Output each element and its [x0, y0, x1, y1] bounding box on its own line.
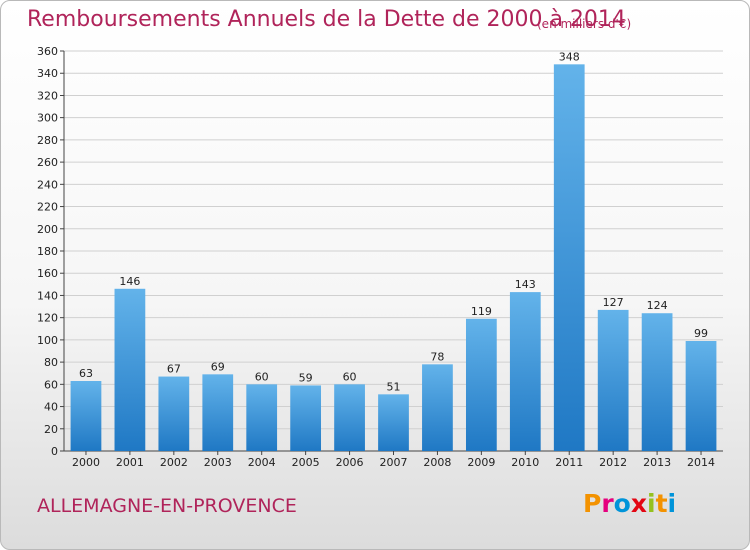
place-name: ALLEMAGNE-EN-PROVENCE: [37, 495, 297, 517]
logo-letter: t: [655, 489, 668, 518]
bar-value-label: 69: [211, 360, 225, 373]
y-tick-label: 320: [37, 89, 58, 102]
labels: 0 20 40 60 80 100 120 140 160 180 200 220 240 260 280 3…: [37, 45, 715, 469]
bar-value-label: 67: [167, 363, 181, 376]
bars: [70, 64, 717, 452]
logo-letter: i: [647, 489, 656, 518]
x-tick-label: 2005: [292, 456, 320, 469]
x-tick-label: 2008: [423, 456, 451, 469]
bar: [641, 313, 673, 451]
x-tick-label: 2010: [511, 456, 539, 469]
x-tick-label: 2009: [467, 456, 495, 469]
y-tick-label: 100: [37, 334, 58, 347]
logo-letter: P: [583, 489, 602, 518]
proxiti-logo[interactable]: Proxiti: [583, 489, 676, 518]
x-tick-label: 2014: [687, 456, 715, 469]
logo-letter: i: [667, 489, 677, 518]
bar: [158, 376, 190, 451]
bar: [290, 385, 322, 451]
bar: [202, 374, 234, 451]
bar: [378, 394, 409, 451]
x-tick-label: 2004: [248, 456, 276, 469]
y-tick-label: 200: [37, 223, 58, 236]
y-tick-label: 20: [44, 423, 58, 436]
chart-title: Remboursements Annuels de la Dette de 20…: [27, 7, 626, 32]
y-tick-label: 260: [37, 156, 58, 169]
bar-value-label: 146: [119, 275, 140, 288]
bar-value-label: 99: [694, 327, 708, 340]
bar-value-label: 124: [647, 299, 668, 312]
bar: [553, 64, 585, 452]
x-tick-label: 2000: [72, 456, 100, 469]
bar: [422, 364, 453, 451]
y-tick-label: 360: [37, 45, 58, 58]
y-tick-label: 60: [44, 378, 58, 391]
y-tick-label: 40: [44, 401, 58, 414]
x-tick-label: 2007: [380, 456, 408, 469]
bar-value-label: 60: [255, 370, 269, 383]
y-tick-label: 300: [37, 112, 58, 125]
y-tick-label: 80: [44, 356, 58, 369]
bar-value-label: 127: [603, 296, 624, 309]
x-tick-label: 2003: [204, 456, 232, 469]
bar-value-label: 51: [387, 380, 401, 393]
bar: [70, 381, 102, 451]
logo-letter: x: [630, 489, 647, 518]
bar: [114, 288, 146, 451]
y-tick-label: 340: [37, 67, 58, 80]
x-tick-label: 2002: [160, 456, 188, 469]
bar: [597, 309, 629, 451]
y-tick-label: 0: [51, 445, 58, 458]
bar-value-label: 63: [79, 367, 93, 380]
y-tick-label: 120: [37, 312, 58, 325]
y-tick-label: 180: [37, 245, 58, 258]
x-tick-label: 2006: [336, 456, 364, 469]
bar: [685, 341, 717, 451]
unit-note: (en milliers d'€): [537, 17, 632, 31]
y-tick-label: 220: [37, 201, 58, 214]
bar: [334, 384, 365, 451]
bar-value-label: 119: [471, 305, 492, 318]
bar: [246, 384, 278, 451]
bar-value-label: 348: [559, 50, 580, 63]
x-tick-label: 2001: [116, 456, 144, 469]
bar-value-label: 60: [343, 370, 357, 383]
x-tick-label: 2011: [555, 456, 583, 469]
x-tick-label: 2012: [599, 456, 627, 469]
bar: [465, 318, 497, 451]
y-tick-label: 280: [37, 134, 58, 147]
y-tick-label: 140: [37, 289, 58, 302]
bar-value-label: 143: [515, 278, 536, 291]
bar-value-label: 59: [299, 371, 313, 384]
y-tick-label: 160: [37, 267, 58, 280]
y-tick-label: 240: [37, 178, 58, 191]
bar: [509, 292, 541, 451]
logo-letter: r: [601, 489, 614, 518]
logo-letter: o: [613, 489, 631, 518]
bar-value-label: 78: [430, 350, 444, 363]
x-tick-label: 2013: [643, 456, 671, 469]
